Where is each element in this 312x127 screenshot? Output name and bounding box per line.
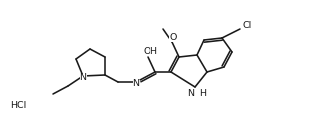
Text: HCl: HCl	[10, 101, 26, 110]
Text: Cl: Cl	[242, 20, 251, 29]
Text: O: O	[169, 33, 177, 42]
Text: H: H	[199, 89, 206, 98]
Text: H: H	[149, 46, 157, 55]
Text: N: N	[187, 89, 194, 98]
Text: O: O	[143, 46, 151, 55]
Text: N: N	[133, 80, 139, 89]
Text: N: N	[80, 74, 86, 83]
